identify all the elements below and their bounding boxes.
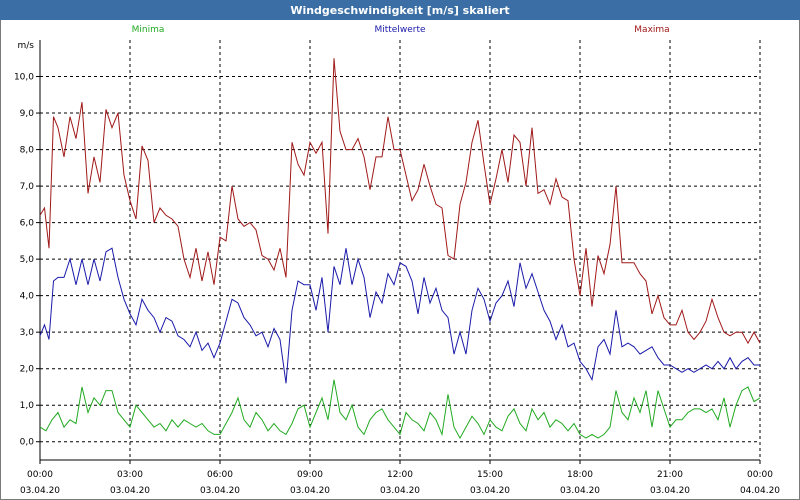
y-axis-unit-label: m/s bbox=[18, 41, 35, 51]
series-line-maxima bbox=[39, 58, 761, 345]
legend-entry-minima: Minima bbox=[132, 25, 165, 35]
chart-title: Windgeschwindigkeit [m/s] skaliert bbox=[0, 0, 800, 20]
x-tick-date-label: 03.04.20 bbox=[110, 486, 150, 496]
x-tick-time-label: 15:00 bbox=[477, 470, 503, 480]
x-tick-date-label: 03.04.20 bbox=[470, 486, 510, 496]
x-tick-time-label: 18:00 bbox=[567, 470, 593, 480]
x-tick-date-label: 03.04.20 bbox=[650, 486, 690, 496]
x-tick-date-label: 03.04.20 bbox=[200, 486, 240, 496]
x-tick-time-label: 03:00 bbox=[117, 470, 143, 480]
x-tick-date-label: 03.04.20 bbox=[560, 486, 600, 496]
y-tick-label: 9,0 bbox=[20, 109, 35, 119]
y-tick-label: 1,0 bbox=[20, 401, 35, 411]
x-tick-date-label: 03.04.20 bbox=[380, 486, 420, 496]
y-tick-label: 10,0 bbox=[14, 73, 34, 83]
y-tick-label: 6,0 bbox=[20, 219, 35, 229]
chart-title-text: Windgeschwindigkeit [m/s] skaliert bbox=[290, 3, 510, 17]
y-tick-label: 0,0 bbox=[20, 438, 35, 448]
series-line-mittelwerte bbox=[39, 247, 760, 384]
legend-entry-maxima: Maxima bbox=[634, 25, 669, 35]
y-tick-label: 2,0 bbox=[20, 365, 35, 375]
y-tick-label: 7,0 bbox=[20, 182, 35, 192]
x-tick-date-label: 03.04.20 bbox=[290, 486, 330, 496]
y-tick-label: 3,0 bbox=[20, 328, 35, 338]
x-tick-time-label: 00:00 bbox=[27, 470, 53, 480]
x-tick-time-label: 12:00 bbox=[387, 470, 413, 480]
series-line-minima bbox=[39, 379, 761, 440]
y-tick-label: 4,0 bbox=[20, 292, 35, 302]
x-tick-time-label: 21:00 bbox=[657, 470, 683, 480]
legend-entry-mittelwerte: Mittelwerte bbox=[374, 25, 425, 35]
x-tick-time-label: 09:00 bbox=[297, 470, 323, 480]
x-tick-time-label: 00:00 bbox=[747, 470, 773, 480]
x-tick-date-label: 03.04.20 bbox=[20, 486, 60, 496]
y-tick-label: 8,0 bbox=[20, 146, 35, 156]
y-tick-label: 5,0 bbox=[20, 255, 35, 265]
x-tick-date-label: 04.04.20 bbox=[740, 486, 780, 496]
x-tick-time-label: 06:00 bbox=[207, 470, 233, 480]
